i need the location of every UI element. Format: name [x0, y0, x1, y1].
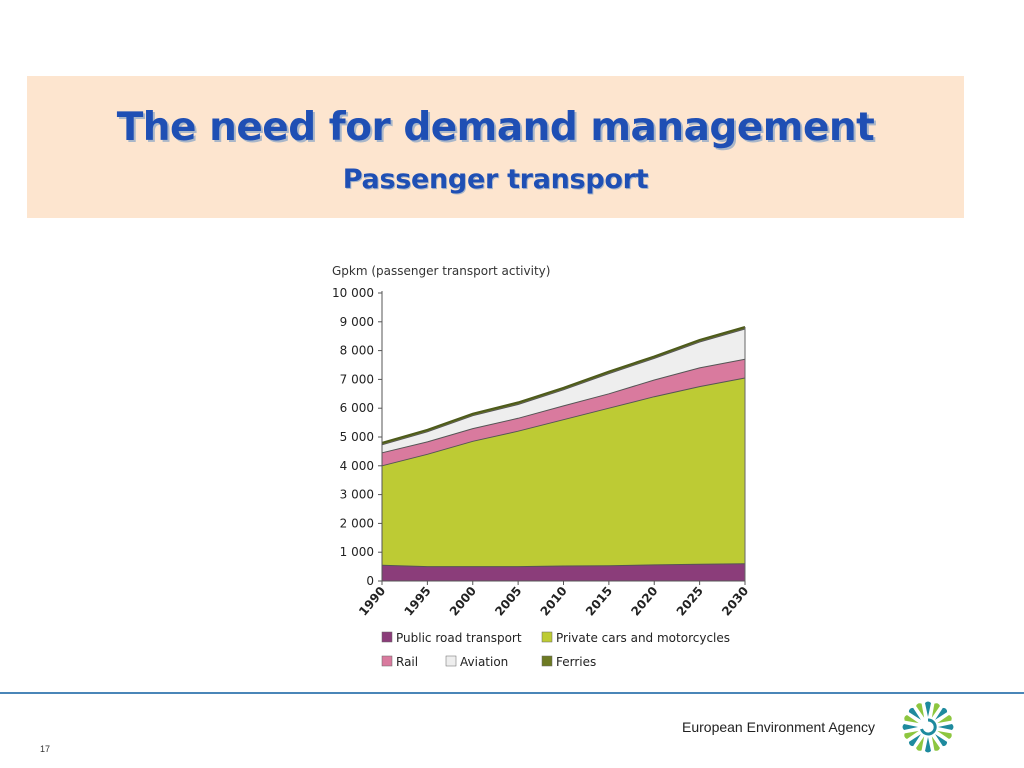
legend-swatch-rail — [381, 655, 393, 667]
outline-aviation — [381, 328, 746, 446]
eea-logo-icon — [902, 701, 954, 753]
x-tick-label: 2000 — [447, 584, 479, 619]
y-axis-label: Gpkm (passenger transport activity) — [332, 264, 550, 278]
y-tick-label: 3 000 — [340, 488, 374, 502]
legend-label-public-road-transport: Public road transport — [396, 631, 522, 645]
y-tick-label: 4 000 — [340, 459, 374, 473]
y-tick-label: 10 000 — [332, 286, 374, 300]
logo-petal — [925, 701, 931, 717]
logo-petal — [935, 707, 948, 720]
legend-swatch-aviation — [445, 655, 457, 667]
area-public-road-transport — [382, 563, 745, 581]
legend-label-ferries: Ferries — [556, 655, 596, 669]
logo-petal — [938, 724, 954, 730]
y-tick-label: 1 000 — [340, 545, 374, 559]
agency-name: European Environment Agency — [682, 719, 876, 735]
logo-petal — [908, 707, 921, 720]
y-tick-label: 7 000 — [340, 372, 374, 386]
outline-ferries — [381, 326, 746, 444]
logo-petal — [931, 736, 940, 751]
y-tick-label: 5 000 — [340, 430, 374, 444]
x-tick-label: 1995 — [401, 584, 433, 619]
y-tick-label: 0 — [366, 574, 374, 588]
logo-petal — [925, 737, 931, 753]
legend-swatch-private-cars-and-motorcycles — [541, 631, 553, 643]
outline-private-cars-and-motorcycles — [381, 377, 746, 467]
logo-petal — [908, 734, 921, 747]
legend-swatch-ferries — [541, 655, 553, 667]
y-tick-label: 2 000 — [340, 516, 374, 530]
x-tick-label: 2020 — [628, 584, 660, 619]
legend-swatch-public-road-transport — [381, 631, 393, 643]
stacked-area-chart: Gpkm (passenger transport activity) 0 1 00… — [332, 264, 751, 669]
logo-petal — [904, 715, 919, 724]
legend-label-rail: Rail — [396, 655, 418, 669]
y-tick-label: 9 000 — [340, 315, 374, 329]
logo-petal — [935, 734, 948, 747]
logo-petal — [904, 730, 919, 739]
area-aviation — [382, 329, 745, 453]
legend-label-private-cars-and-motorcycles: Private cars and motorcycles — [556, 631, 730, 645]
x-tick-label: 1990 — [356, 584, 388, 619]
page-number: 17 — [40, 744, 51, 754]
legend-label-aviation: Aviation — [460, 655, 508, 669]
logo-petal — [937, 715, 952, 724]
area-private-cars-and-motorcycles — [382, 378, 745, 567]
logo-petal — [931, 703, 940, 718]
title-band: The need for demand management Passenger… — [27, 76, 964, 218]
logo-petal — [916, 703, 925, 718]
x-tick-label: 2025 — [674, 584, 706, 619]
logo-petal — [937, 730, 952, 739]
area-rail — [382, 359, 745, 466]
x-tick-label: 2010 — [538, 584, 570, 619]
footer-divider — [0, 692, 1024, 694]
page-subtitle: Passenger transport — [342, 164, 649, 195]
page-title: The need for demand management — [116, 105, 875, 150]
x-tick-label: 2030 — [719, 584, 751, 619]
x-tick-label: 2005 — [492, 584, 524, 619]
outline-public-road-transport — [381, 563, 746, 568]
x-tick-label: 2015 — [583, 584, 615, 619]
y-tick-label: 6 000 — [340, 401, 374, 415]
logo-petal — [916, 736, 925, 751]
logo-petal — [902, 724, 918, 730]
outline-rail — [381, 358, 746, 454]
y-tick-label: 8 000 — [340, 344, 374, 358]
